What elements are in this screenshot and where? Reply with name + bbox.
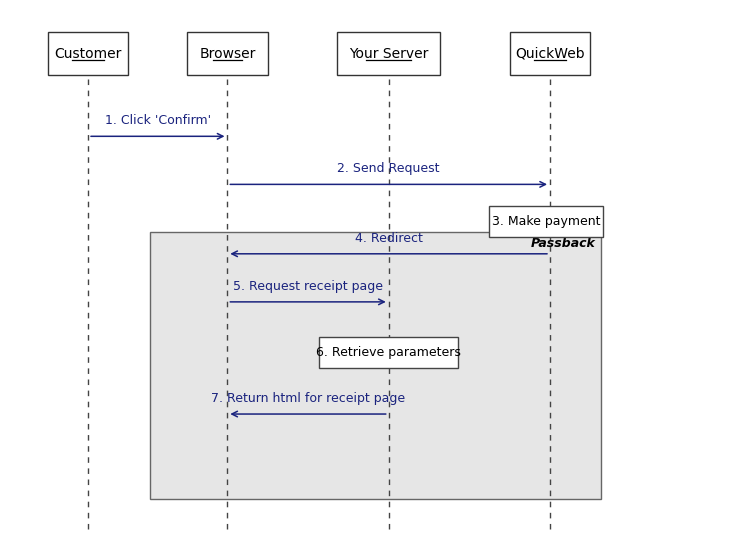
- Bar: [48, 32, 129, 75]
- Text: Browser: Browser: [199, 46, 256, 60]
- Text: 7. Return html for receipt page: 7. Return html for receipt page: [211, 392, 405, 405]
- Text: 3. Make payment: 3. Make payment: [492, 215, 601, 228]
- Bar: [509, 32, 590, 75]
- Text: 5. Request receipt page: 5. Request receipt page: [233, 280, 383, 293]
- Text: Customer: Customer: [55, 46, 122, 60]
- Text: 4. Redirect: 4. Redirect: [355, 232, 423, 245]
- Bar: [150, 233, 601, 499]
- Text: 6. Retrieve parameters: 6. Retrieve parameters: [316, 346, 461, 359]
- Text: Your Server: Your Server: [349, 46, 429, 60]
- Bar: [319, 337, 459, 368]
- Text: Passback: Passback: [530, 237, 595, 250]
- Text: QuickWeb: QuickWeb: [515, 46, 585, 60]
- Bar: [187, 32, 268, 75]
- Bar: [489, 206, 603, 237]
- Bar: [337, 32, 440, 75]
- Text: 1. Click 'Confirm': 1. Click 'Confirm': [105, 114, 211, 127]
- Text: 2. Send Request: 2. Send Request: [337, 162, 440, 175]
